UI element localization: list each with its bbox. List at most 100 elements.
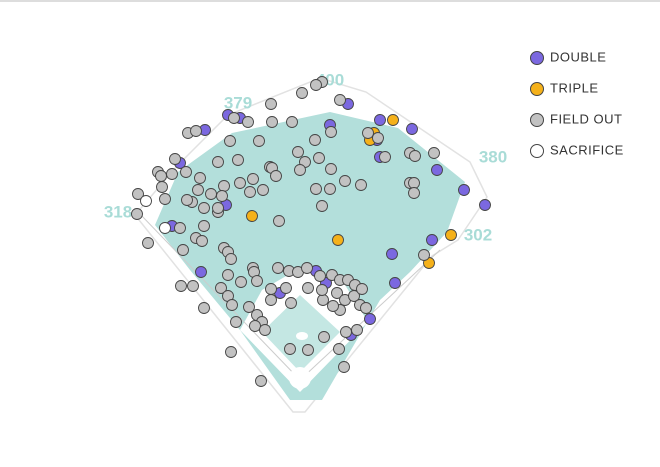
point — [316, 200, 328, 212]
point — [408, 187, 420, 199]
point — [180, 166, 192, 178]
point — [374, 114, 386, 126]
points — [131, 76, 491, 387]
point — [324, 183, 336, 195]
point — [265, 98, 277, 110]
top-border — [0, 0, 660, 2]
point — [327, 300, 339, 312]
point — [389, 277, 401, 289]
point — [156, 181, 168, 193]
point — [458, 184, 470, 196]
point — [159, 222, 171, 234]
point — [338, 361, 350, 373]
point — [194, 172, 206, 184]
point — [253, 135, 265, 147]
point — [428, 147, 440, 159]
legend-swatch — [530, 82, 544, 96]
point — [355, 179, 367, 191]
point — [302, 282, 314, 294]
point — [195, 266, 207, 278]
point — [265, 283, 277, 295]
point — [265, 294, 277, 306]
point — [270, 170, 282, 182]
point — [224, 135, 236, 147]
point — [169, 153, 181, 165]
point — [273, 215, 285, 227]
point — [247, 173, 259, 185]
point — [190, 125, 202, 137]
point — [316, 284, 328, 296]
point — [325, 126, 337, 138]
point — [339, 175, 351, 187]
point — [418, 249, 430, 261]
point — [272, 262, 284, 274]
point — [431, 164, 443, 176]
point — [225, 253, 237, 265]
point — [198, 302, 210, 314]
point — [132, 188, 144, 200]
point — [266, 116, 278, 128]
point — [379, 151, 391, 163]
point — [426, 234, 438, 246]
point — [155, 170, 167, 182]
point — [244, 186, 256, 198]
point — [222, 269, 234, 281]
distance-label: 379 — [224, 93, 252, 112]
point — [251, 275, 263, 287]
point — [408, 177, 420, 189]
point — [479, 199, 491, 211]
point — [228, 112, 240, 124]
point — [301, 262, 313, 274]
point — [166, 168, 178, 180]
distance-label: 302 — [464, 225, 492, 244]
point — [142, 237, 154, 249]
point — [131, 208, 143, 220]
point — [257, 184, 269, 196]
point — [310, 183, 322, 195]
point — [215, 282, 227, 294]
point — [309, 134, 321, 146]
point — [294, 164, 306, 176]
point — [331, 287, 343, 299]
point — [348, 290, 360, 302]
distance-label: 318 — [104, 202, 132, 221]
point — [285, 297, 297, 309]
point — [212, 156, 224, 168]
point — [314, 270, 326, 282]
legend-swatch — [530, 144, 544, 158]
foul-line — [139, 213, 301, 381]
distance-label: 380 — [479, 147, 507, 166]
point — [181, 194, 193, 206]
point — [362, 127, 374, 139]
point — [234, 177, 246, 189]
point — [360, 302, 372, 314]
home-plate — [289, 367, 311, 389]
point — [205, 188, 217, 200]
legend: DOUBLE TRIPLE FIELD OUT SACRIFICE — [530, 49, 624, 158]
point — [177, 244, 189, 256]
point — [292, 146, 304, 158]
point — [325, 163, 337, 175]
point — [351, 324, 363, 336]
point — [226, 299, 238, 311]
mound — [296, 332, 308, 340]
point — [286, 116, 298, 128]
point — [198, 202, 210, 214]
legend-label: SACRIFICE — [550, 142, 624, 157]
point — [249, 320, 261, 332]
point — [230, 316, 242, 328]
point — [140, 195, 152, 207]
point — [340, 326, 352, 338]
point — [334, 94, 346, 106]
point — [192, 184, 204, 196]
point — [284, 343, 296, 355]
point — [317, 294, 329, 306]
legend-swatch — [530, 113, 544, 127]
point — [280, 282, 292, 294]
point — [445, 229, 457, 241]
point — [218, 180, 230, 192]
point — [212, 202, 224, 214]
point — [302, 344, 314, 356]
point — [406, 123, 418, 135]
